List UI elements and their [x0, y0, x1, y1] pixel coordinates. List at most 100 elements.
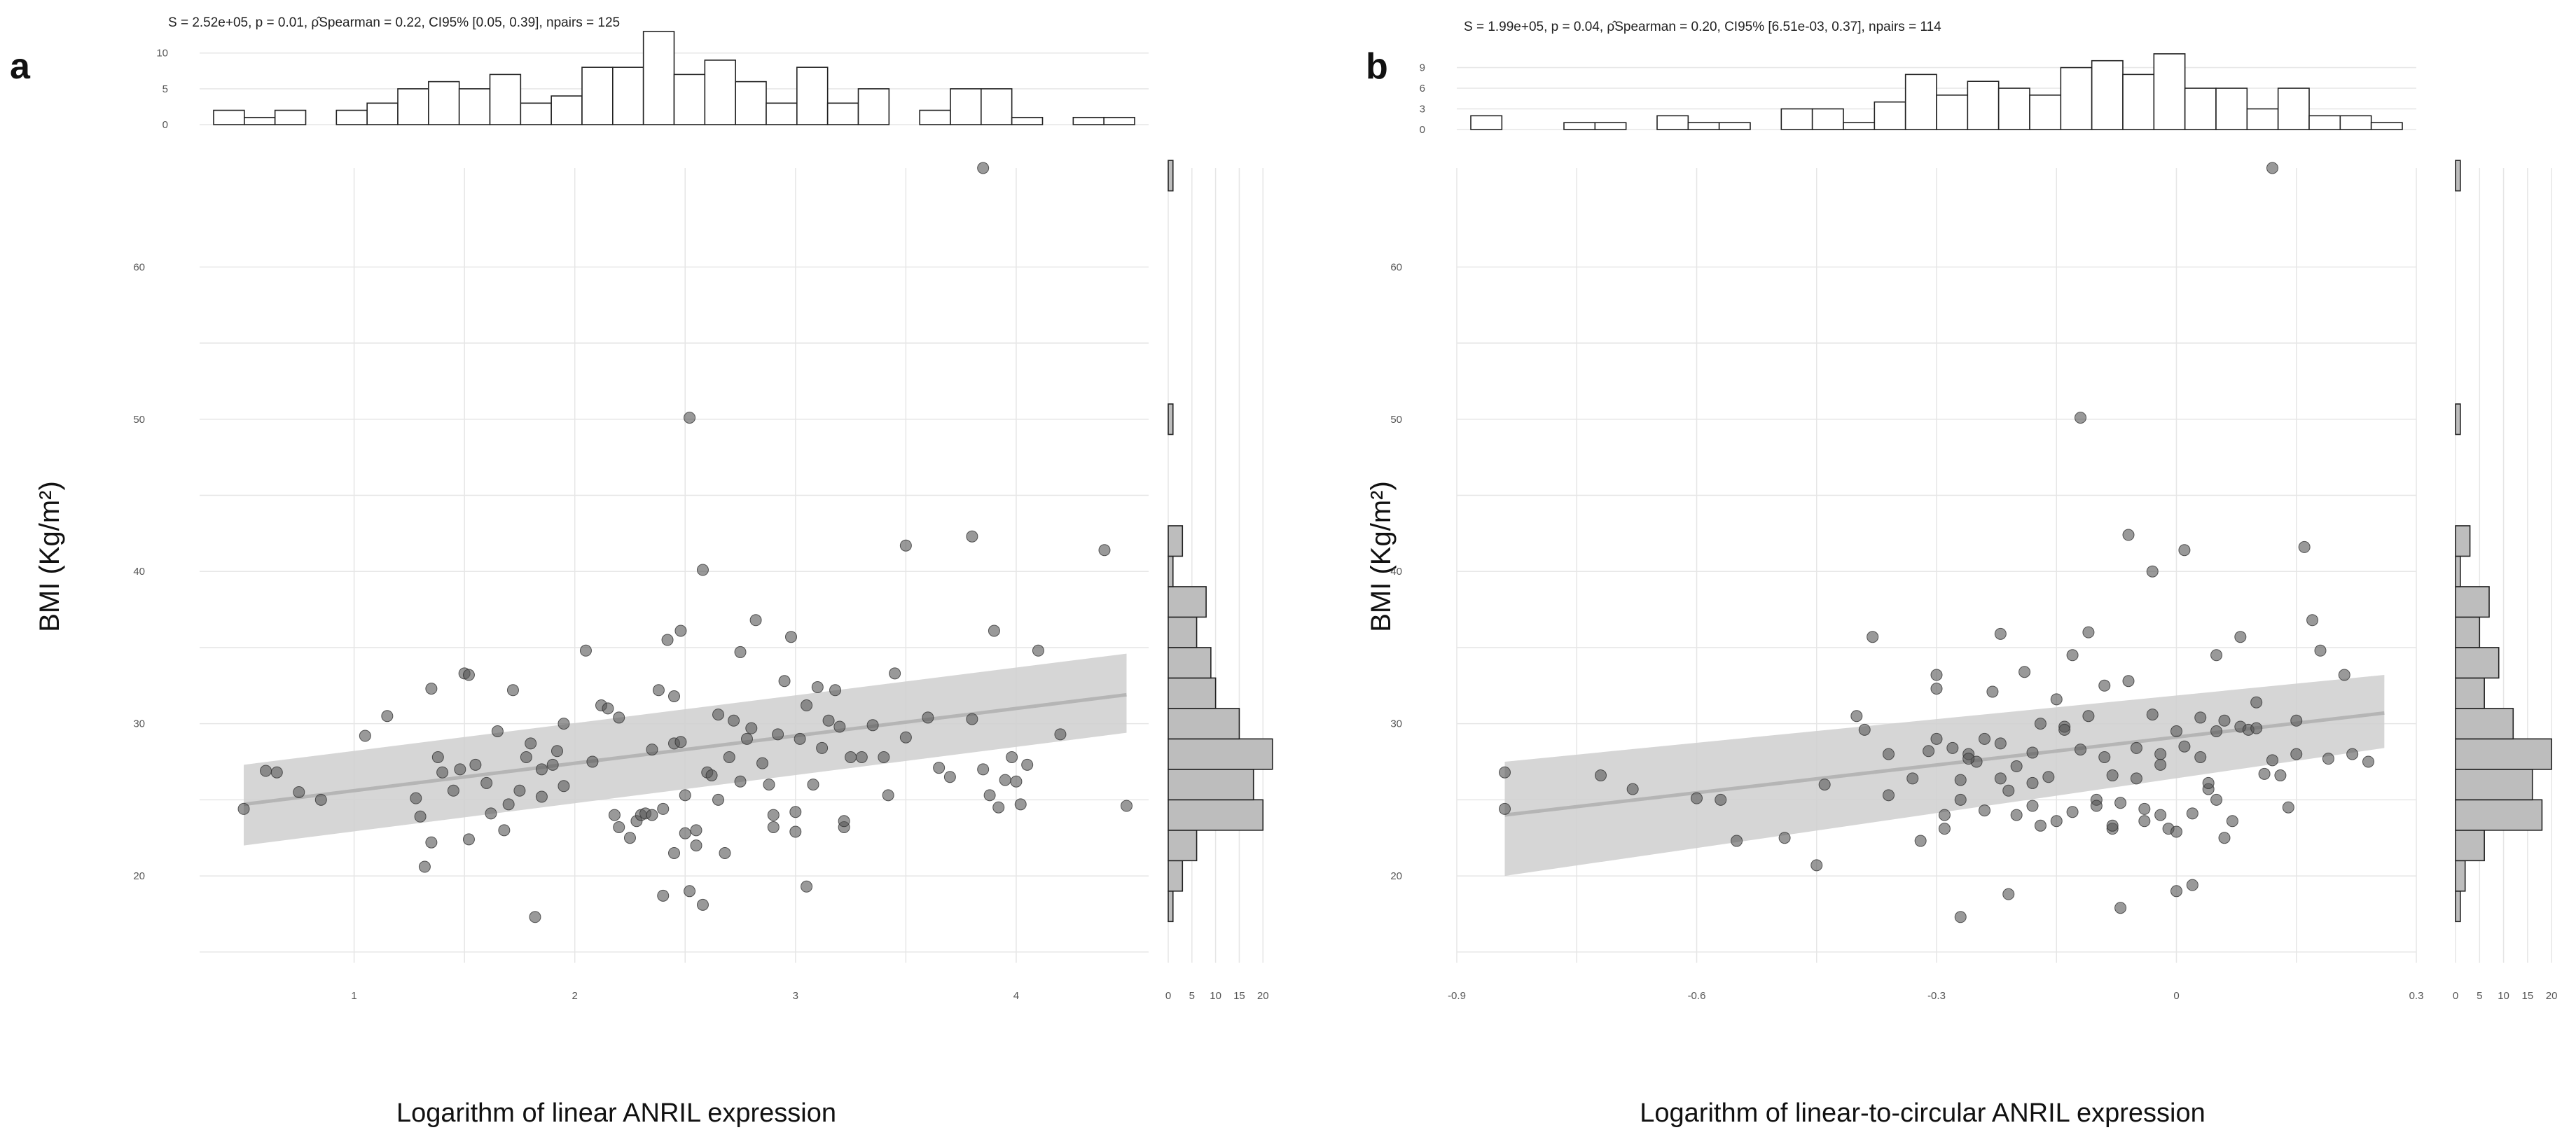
data-point-a: [801, 699, 813, 712]
top-hist-tick-label-b: 9: [1420, 62, 1425, 74]
right-hist-bar-b: [2455, 738, 2552, 770]
top-hist-bar-a: [397, 88, 429, 125]
data-point-b: [2298, 540, 2311, 553]
data-point-a: [381, 710, 394, 723]
top-hist-bar-a: [335, 109, 368, 125]
data-point-a: [882, 789, 894, 802]
data-point-b: [1499, 802, 1511, 815]
right-hist-bar-a: [1168, 403, 1174, 435]
data-point-b: [1986, 685, 1999, 698]
data-point-b: [2034, 718, 2047, 730]
data-point-a: [833, 720, 846, 733]
data-point-a: [899, 539, 912, 552]
data-point-a: [789, 825, 802, 838]
data-point-a: [922, 711, 934, 724]
data-point-b: [2066, 806, 2079, 818]
top-hist-bar-b: [2029, 95, 2062, 130]
top-hist-bar-a: [981, 88, 1013, 125]
data-point-a: [447, 784, 459, 797]
data-point-b: [2234, 631, 2247, 643]
data-point-b: [2010, 760, 2023, 773]
data-point-b: [2154, 758, 2167, 771]
top-hist-bar-b: [1967, 81, 2000, 130]
data-point-b: [2210, 725, 2223, 738]
top-hist-bar-b: [2277, 88, 2310, 130]
data-point-b: [2122, 529, 2135, 541]
data-point-b: [1626, 783, 1639, 795]
data-point-a: [1098, 544, 1111, 557]
data-point-b: [2114, 902, 2127, 914]
top-hist-bar-a: [244, 116, 276, 125]
top-hist-bar-b: [1563, 122, 1596, 130]
data-point-a: [822, 714, 835, 727]
data-point-a: [602, 702, 614, 715]
top-hist-tick-label-b: 3: [1420, 104, 1425, 116]
data-point-b: [2306, 614, 2319, 627]
right-hist-tick-label-a: 20: [1257, 990, 1269, 1002]
data-point-b: [1962, 753, 1975, 765]
data-point-a: [767, 809, 780, 821]
right-hist-tick-label-a: 15: [1233, 990, 1245, 1002]
data-point-a: [684, 412, 696, 424]
data-point-a: [314, 793, 327, 806]
data-point-b: [2026, 800, 2039, 812]
data-point-a: [696, 898, 709, 911]
data-point-a: [684, 885, 696, 898]
data-point-b: [2226, 815, 2238, 828]
top-hist-bar-b: [2339, 115, 2372, 130]
data-point-a: [657, 889, 670, 902]
y-tick-label-b: 40: [1390, 566, 1402, 578]
data-point-a: [679, 827, 691, 839]
data-point-b: [1715, 793, 1727, 806]
right-hist-tick-label-a: 0: [1165, 990, 1171, 1002]
data-point-a: [491, 725, 504, 738]
top-hist-bar-b: [1904, 74, 1937, 130]
data-point-b: [2194, 751, 2207, 763]
data-point-a: [462, 669, 475, 681]
data-point-a: [679, 789, 691, 802]
data-point-b: [2338, 669, 2350, 681]
right-hist-tick-label-b: 10: [2498, 990, 2509, 1002]
data-point-b: [2042, 771, 2055, 783]
right-hist-bar-b: [2455, 860, 2466, 892]
data-point-b: [2058, 723, 2071, 736]
data-point-b: [1930, 669, 1943, 681]
data-point-b: [2210, 649, 2223, 662]
data-point-b: [1923, 745, 1935, 758]
top-hist-bar-b: [1843, 122, 1876, 130]
data-point-b: [2274, 769, 2287, 782]
top-hist-bar-a: [1103, 116, 1135, 125]
data-point-b: [1906, 772, 1919, 785]
data-point-a: [1032, 644, 1044, 657]
data-point-b: [2186, 807, 2198, 820]
right-hist-bar-a: [1168, 708, 1240, 740]
confidence-band-b: [1504, 675, 2385, 877]
regression-line-a: [243, 692, 1127, 807]
data-point-a: [1021, 758, 1034, 771]
data-point-a: [749, 614, 762, 627]
top-hist-bar-b: [2370, 122, 2403, 130]
right-hist-bar-a: [1168, 616, 1198, 648]
data-point-b: [2082, 626, 2095, 639]
data-point-a: [845, 751, 857, 763]
data-point-a: [1010, 775, 1023, 788]
data-point-a: [816, 741, 829, 754]
data-point-b: [1818, 779, 1831, 791]
right-hist-bar-a: [1168, 677, 1217, 709]
data-point-b: [2282, 801, 2294, 814]
data-point-b: [2138, 815, 2151, 828]
data-point-b: [2075, 412, 2086, 424]
y-tick-label-b: 20: [1390, 870, 1402, 882]
stats-text-b: S = 1.99e+05, p = 0.04, ρ̂Spearman = 0.2…: [1464, 20, 1941, 34]
right-hist-bar-b: [2455, 403, 2461, 435]
data-point-a: [520, 751, 532, 763]
top-hist-bar-b: [2246, 108, 2279, 130]
data-point-b: [1994, 772, 2007, 785]
stats-text-a: S = 2.52e+05, p = 0.01, ρ̂Spearman = 0.2…: [168, 15, 620, 30]
right-hist-bar-b: [2455, 647, 2500, 679]
data-point-a: [696, 564, 709, 576]
x-tick-label-a: 3: [793, 990, 798, 1002]
data-point-a: [646, 809, 658, 821]
right-hist-tick-label-b: 5: [2477, 990, 2482, 1002]
data-point-a: [734, 646, 747, 658]
